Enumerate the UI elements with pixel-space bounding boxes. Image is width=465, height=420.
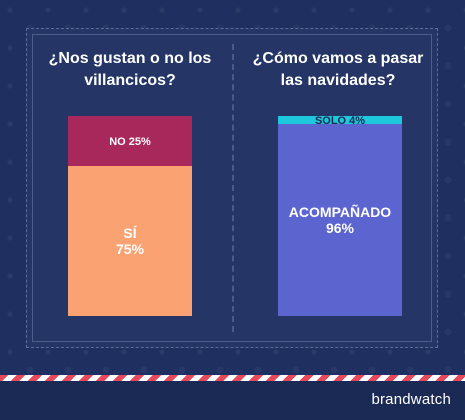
bar-label-navidades-solo: SOLO 4%	[315, 115, 365, 127]
bar-segment-villancicos-sí	[68, 166, 192, 316]
bar-label-navidades-acompañado-0: ACOMPAÑADO	[289, 203, 392, 220]
bar-label-navidades-acompañado-1: 96%	[326, 220, 355, 236]
candy-cane-stripe	[0, 375, 465, 381]
footer-bar	[0, 381, 465, 420]
chart-frame-inner	[32, 34, 432, 342]
dashed-divider	[232, 44, 234, 332]
brand-logo-text: brandwatch	[371, 391, 451, 408]
bar-label-villancicos-no: NO 25%	[109, 136, 151, 148]
chart-title-villancicos: ¿Nos gustan o no los villancicos?	[48, 50, 212, 89]
bar-label-villancicos-sí-1: 75%	[116, 241, 145, 257]
bar-segment-villancicos-no	[68, 116, 192, 166]
bar-label-villancicos-sí-0: SÍ	[123, 225, 137, 241]
bar-segment-navidades-solo	[278, 116, 402, 124]
chart-title-navidades: ¿Cómo vamos a pasar las navidades?	[252, 50, 424, 89]
bar-segment-navidades-acompañado	[278, 124, 402, 316]
